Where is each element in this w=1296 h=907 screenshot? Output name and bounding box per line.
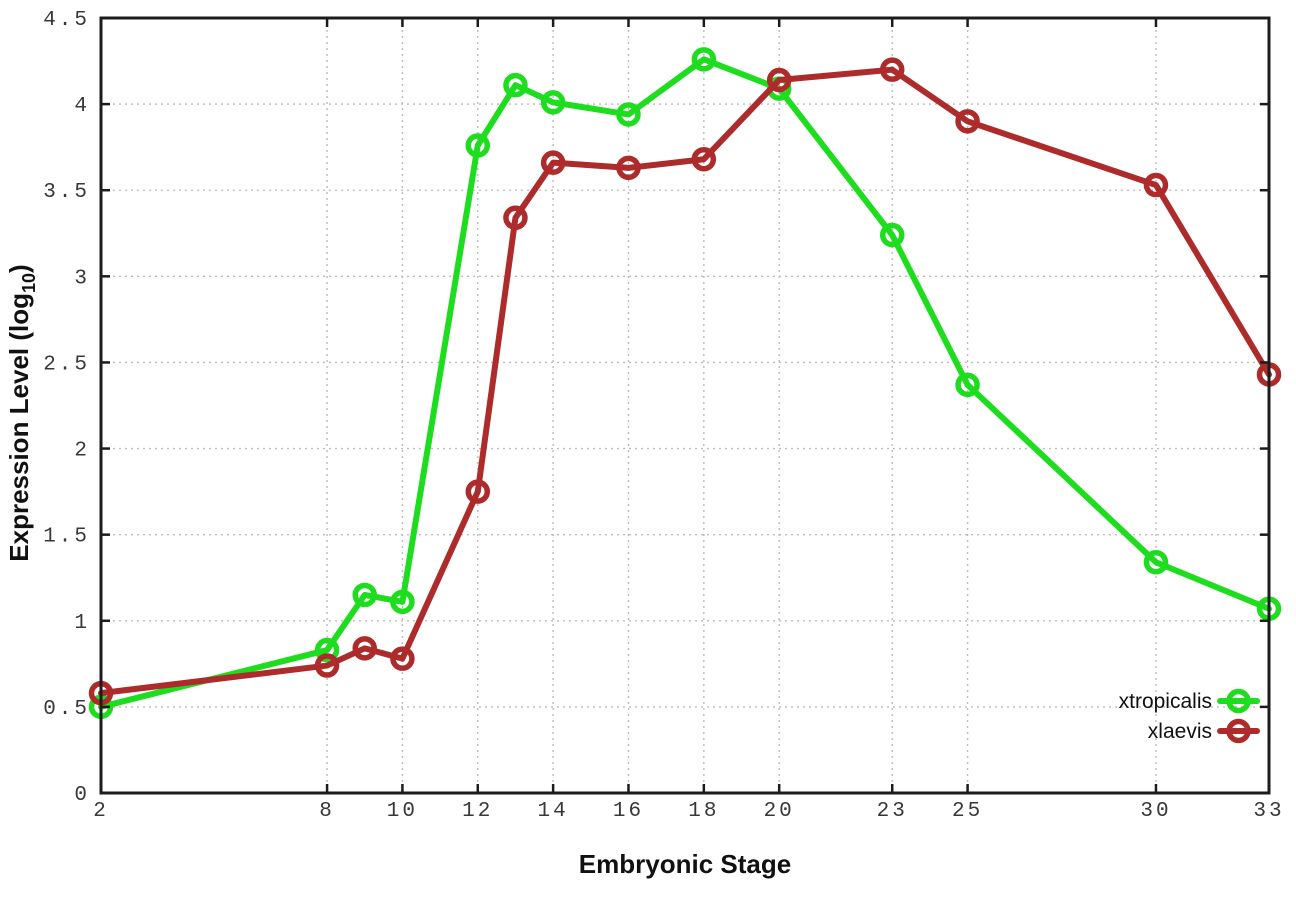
plot-border xyxy=(99,16,1271,795)
x-tick-label: 33 xyxy=(1253,800,1284,823)
x-tick-label: 16 xyxy=(613,800,644,823)
y-tick-label: 1 xyxy=(74,612,90,635)
plot-series xyxy=(88,47,1282,720)
data-point-marker-xtropicalis xyxy=(390,589,415,615)
y-axis-title-close: ) xyxy=(4,264,34,273)
y-tick-label: 3 xyxy=(74,267,90,290)
series-xtropicalis xyxy=(88,47,1282,720)
data-point-marker-xtropicalis xyxy=(314,637,340,663)
data-point-marker-xlaevis xyxy=(879,57,905,82)
y-axis-title-subscript: 10 xyxy=(19,273,39,293)
y-tick-label: 0.5 xyxy=(43,698,90,721)
x-tick-label: 14 xyxy=(538,800,569,823)
y-tick-label: 1.5 xyxy=(43,526,90,549)
data-point-marker-xlaevis xyxy=(691,146,717,172)
y-axis-title: Expression Level (log10) xyxy=(4,264,39,561)
data-point-marker-xlaevis xyxy=(314,653,340,678)
data-point-marker-xtropicalis xyxy=(1143,549,1169,575)
plot-frame xyxy=(99,16,1271,795)
series-line-xtropicalis xyxy=(98,56,1272,710)
data-point-marker-xlaevis xyxy=(766,67,792,93)
y-tick-label: 0 xyxy=(74,784,90,807)
data-point-marker-xlaevis xyxy=(465,479,491,504)
data-point-marker-xlaevis xyxy=(1143,172,1169,198)
data-point-marker-xtropicalis xyxy=(955,372,980,398)
x-tick-label: 12 xyxy=(462,800,493,823)
y-tick-label: 2.5 xyxy=(43,353,90,376)
legend-keys xyxy=(1217,688,1260,744)
data-point-marker-xtropicalis xyxy=(503,72,528,98)
y-tick-label: 2 xyxy=(74,440,90,463)
y-tick-label: 4 xyxy=(74,95,90,118)
data-point-marker-xlaevis xyxy=(955,109,980,134)
data-point-marker-xlaevis xyxy=(390,646,415,671)
gridlines xyxy=(100,17,1270,794)
data-point-marker-xlaevis xyxy=(540,150,566,175)
legend-label-xtropicalis: xtropicalis xyxy=(1119,690,1212,713)
x-tick-label: 20 xyxy=(764,800,795,823)
tick-labels: 2 8 10 12 14 16 18 20 23 25 30 33 0 0.5 1 1.5 2 2.5 3 3.5 4 4… xyxy=(43,9,1284,823)
x-tick-label: 18 xyxy=(688,800,719,823)
data-point-marker-xlaevis xyxy=(616,155,641,181)
legend-key-marker-xtropicalis xyxy=(1226,688,1251,714)
x-tick-label: 8 xyxy=(319,800,335,823)
data-point-marker-xtropicalis xyxy=(691,47,717,72)
data-point-marker-xlaevis xyxy=(352,636,377,661)
x-tick-label: 30 xyxy=(1140,800,1171,823)
data-point-marker-xtropicalis xyxy=(352,582,377,608)
data-point-marker-xtropicalis xyxy=(879,222,905,248)
y-tick-label: 3.5 xyxy=(43,181,90,204)
legend: xtropicalis xlaevis xyxy=(1119,688,1260,744)
data-point-marker-xtropicalis xyxy=(616,102,641,127)
y-axis-title-main: Expression Level (log xyxy=(4,293,34,562)
x-axis-title: Embryonic Stage xyxy=(579,849,791,879)
x-tick-label: 25 xyxy=(952,800,983,823)
data-point-marker-xlaevis xyxy=(503,205,528,231)
x-tick-label: 23 xyxy=(877,800,908,823)
legend-label-xlaevis: xlaevis xyxy=(1148,720,1212,743)
series-xlaevis xyxy=(88,57,1282,706)
data-point-marker-xtropicalis xyxy=(465,133,491,158)
legend-key-marker-xlaevis xyxy=(1226,718,1251,744)
y-tick-label: 4.5 xyxy=(43,9,90,32)
x-tick-label: 10 xyxy=(387,800,418,823)
series-line-xlaevis xyxy=(98,66,1272,697)
x-tick-label: 2 xyxy=(93,800,109,823)
data-point-marker-xtropicalis xyxy=(540,90,566,115)
